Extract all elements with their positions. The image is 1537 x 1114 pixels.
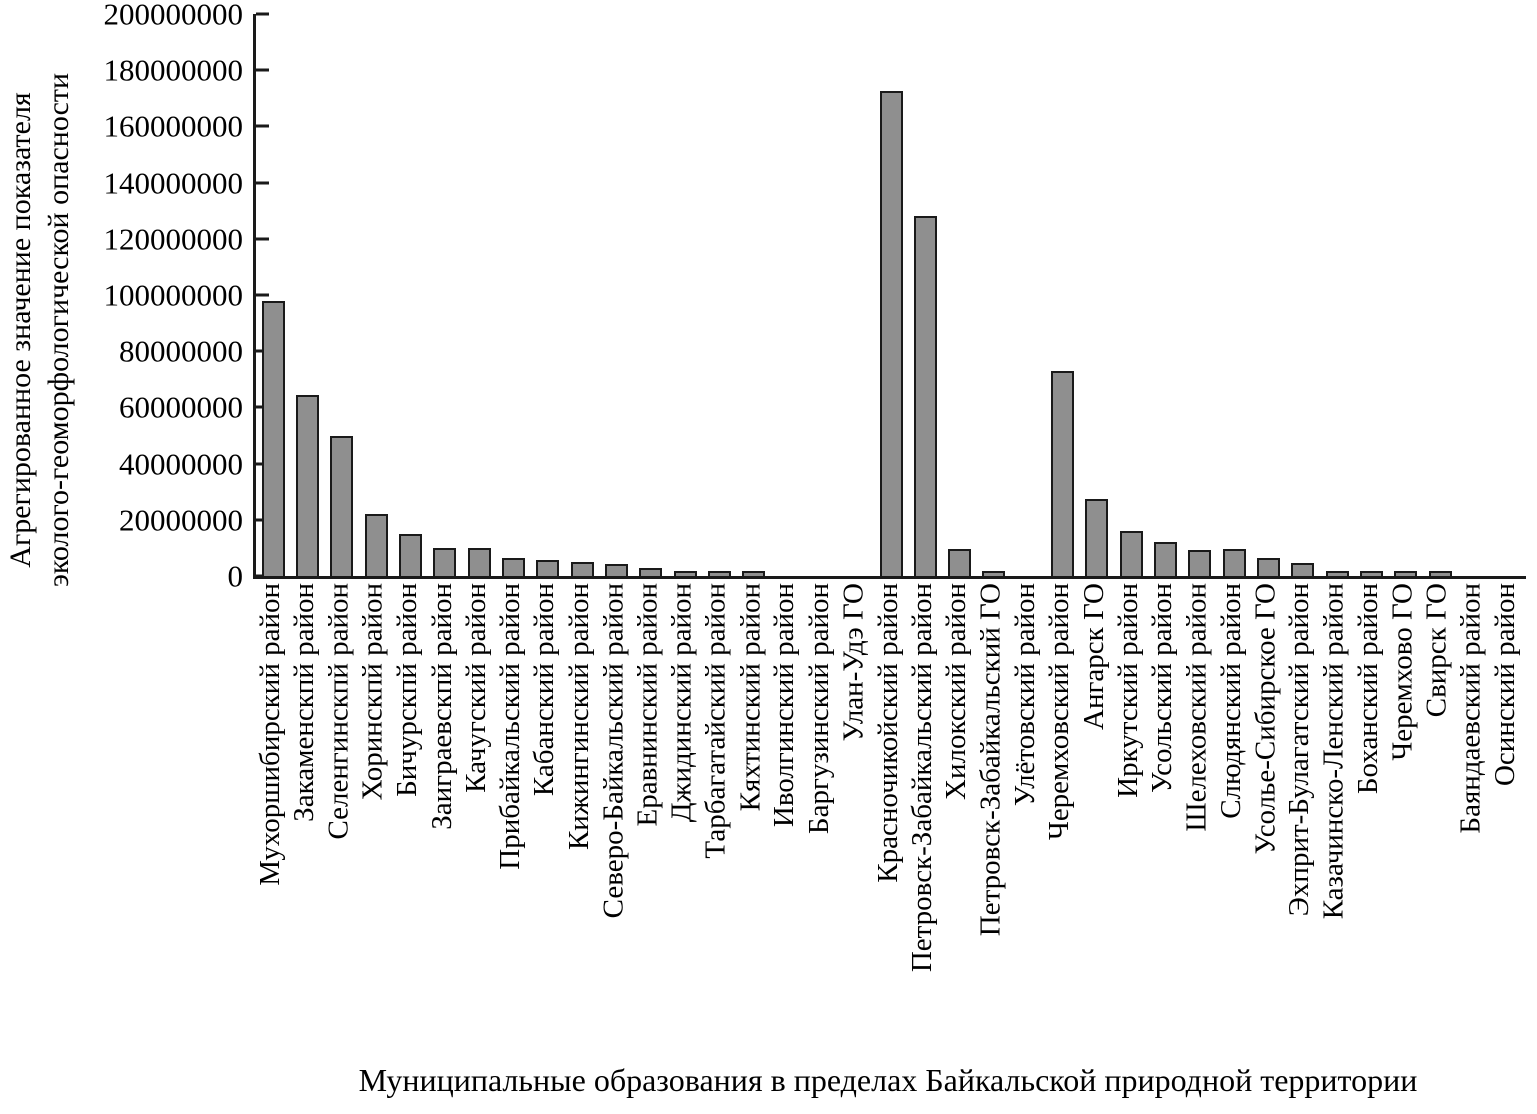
- bar: [398, 533, 422, 576]
- x-category-label: Казачинско-Ленский район: [1317, 583, 1350, 920]
- x-category-label: Качугский район: [459, 583, 492, 793]
- x-category-label: Эхприт-Булагатский район: [1283, 583, 1316, 917]
- x-category-label: Осинский район: [1489, 583, 1522, 787]
- bar: [948, 549, 972, 576]
- bar: [707, 571, 731, 576]
- bar: [295, 394, 319, 576]
- x-category-label: Кабанский район: [528, 583, 561, 797]
- bar: [1325, 570, 1349, 576]
- x-category-label: Ангарск ГО: [1077, 583, 1110, 730]
- bar: [261, 300, 285, 576]
- bar: [1222, 549, 1246, 576]
- x-category-label: Свирск ГО: [1420, 583, 1453, 718]
- bar: [1428, 571, 1452, 576]
- bar: [1394, 571, 1418, 576]
- x-category-label: Баргузинский район: [802, 583, 835, 835]
- y-tick-label: 180000000: [103, 52, 244, 88]
- bar: [433, 547, 457, 576]
- bar: [1085, 498, 1109, 576]
- x-category-label: Улан-Удэ ГО: [837, 583, 870, 742]
- x-category-label: Хоринскпй район: [356, 583, 389, 801]
- x-category-label: Черемховский район: [1043, 583, 1076, 841]
- bar: [639, 567, 663, 576]
- bar: [879, 91, 903, 576]
- bar: [673, 571, 697, 576]
- y-tick-label: 160000000: [103, 108, 244, 144]
- bar: [1257, 558, 1281, 576]
- x-category-label: Закаменскпй район: [288, 583, 320, 822]
- bar: [1154, 542, 1178, 576]
- x-category-label: Слюдянский район: [1214, 583, 1247, 819]
- y-tick-mark: [256, 12, 269, 16]
- y-tick-mark: [256, 68, 269, 72]
- bar: [536, 560, 560, 576]
- x-category-label: Петровск-Забайкальский район: [905, 583, 938, 973]
- x-category-label: Тарбагатайский район: [699, 583, 732, 859]
- x-category-label: Красночикойский район: [871, 583, 904, 883]
- x-category-label: Джидинский район: [665, 583, 698, 823]
- y-tick-mark: [256, 181, 269, 185]
- y-tick-label: 200000000: [103, 0, 244, 32]
- y-tick-label: 0: [227, 558, 244, 594]
- x-category-label: Иволгинский район: [768, 583, 801, 828]
- x-category-label: Боханский район: [1352, 583, 1385, 795]
- bar: [913, 216, 937, 576]
- x-category-label: Еравнинский район: [631, 583, 664, 827]
- bar: [330, 435, 354, 576]
- x-category-label: Иркутский район: [1111, 583, 1144, 798]
- x-category-label: Усолье-Сибирское ГО: [1249, 583, 1282, 855]
- y-tick-label: 140000000: [103, 165, 244, 201]
- y-tick-label: 80000000: [119, 333, 243, 369]
- y-tick-label: 120000000: [103, 221, 244, 257]
- bar: [1051, 370, 1075, 576]
- x-category-label: Кяхтинский район: [734, 583, 767, 812]
- y-tick-label: 60000000: [119, 389, 243, 425]
- y-tick-mark: [256, 237, 269, 241]
- y-tick-label: 20000000: [119, 502, 243, 538]
- bar: [467, 548, 491, 576]
- y-tick-label: 40000000: [119, 446, 243, 482]
- x-category-label: Северо-Байкальский район: [596, 583, 629, 919]
- bar: [1188, 549, 1212, 576]
- x-category-label: Заиграевскпй район: [425, 583, 458, 830]
- x-axis-title: Муниципальные образования в пределах Бай…: [358, 1062, 1418, 1098]
- x-category-label: Селенгинскпй район: [322, 583, 355, 840]
- y-tick-mark: [256, 124, 269, 128]
- plot-area: 0 20000000 40000000 60000000 80000000 1000000…: [104, 0, 1526, 592]
- bar: [982, 571, 1006, 576]
- bar: [1360, 571, 1384, 576]
- bar: [604, 563, 628, 576]
- y-tick-mark: [256, 293, 269, 297]
- y-tick-mark: [256, 574, 269, 578]
- x-category-label: Шелеховский район: [1180, 583, 1213, 832]
- bar: [364, 514, 388, 576]
- x-category-label: Петровск-Забайкальский ГО: [974, 583, 1007, 937]
- y-tick-label: 100000000: [103, 277, 244, 313]
- bar: [742, 571, 766, 576]
- x-category-label: Черемхово ГО: [1386, 583, 1419, 761]
- x-category-label: Улётовский район: [1008, 583, 1041, 807]
- bar: [501, 558, 525, 576]
- x-category-label: Кижингинский район: [562, 583, 595, 851]
- bar: [1119, 531, 1143, 576]
- x-category-label: Мухоршибирский район: [253, 583, 286, 886]
- bar: [570, 561, 594, 576]
- bar: [1291, 563, 1315, 576]
- x-category-label: Баяндаевский район: [1455, 583, 1488, 834]
- x-category-label: Усольский район: [1146, 583, 1179, 793]
- x-category-label: Хилокский район: [940, 583, 973, 800]
- x-category-label: Прибайкальский район: [493, 583, 526, 870]
- x-category-label: Бичурскпй район: [390, 583, 423, 797]
